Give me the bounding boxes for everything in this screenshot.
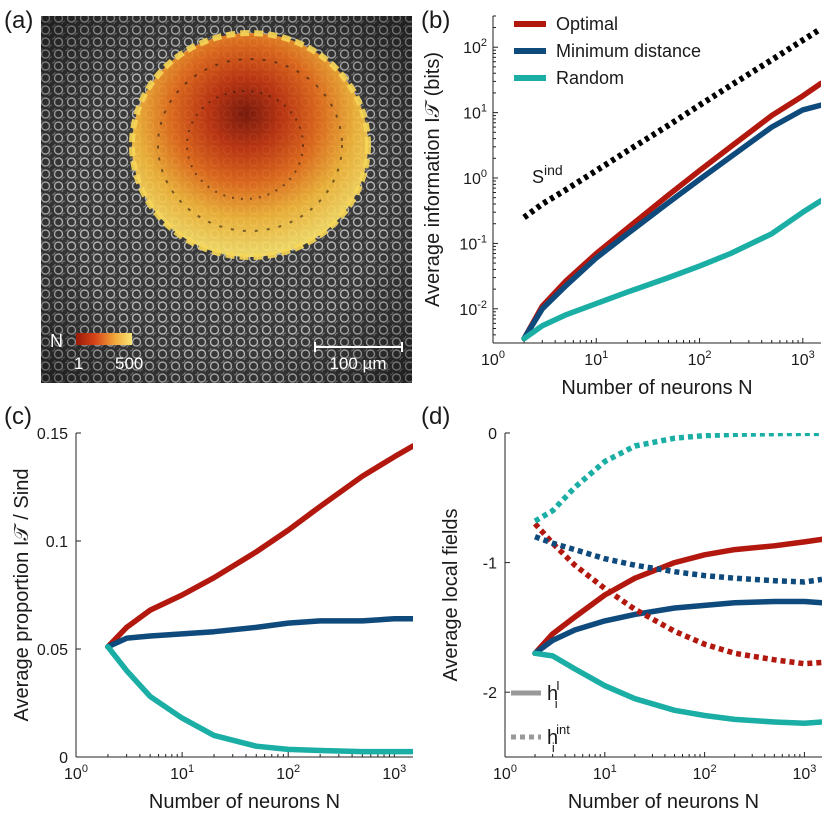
- x-tick-label: 103: [791, 349, 815, 369]
- panel-d-label: (d): [421, 403, 450, 430]
- y-tick-label: 0: [488, 426, 497, 443]
- y-axis-label: Average local fields: [440, 508, 462, 681]
- sind-annotation: Sind: [532, 162, 563, 187]
- legend-label-optimal: Optimal: [556, 14, 618, 34]
- legend-label-random: Random: [556, 68, 624, 88]
- colorbar: [76, 333, 132, 345]
- colorbar-min-label: 1: [74, 354, 83, 373]
- panel-b-label: (b): [421, 7, 450, 34]
- y-tick-label: 0: [59, 750, 68, 767]
- series-minimum-distance-hint-line: [534, 534, 822, 585]
- series-optimal-line: [105, 443, 413, 650]
- x-tick-label: 100: [481, 349, 505, 369]
- scale-bar-label: 100 µm: [329, 354, 386, 373]
- chart-c: 100 101 102 103 0 0.05 0.1 0.15 Number of neuron…: [11, 426, 413, 813]
- selected-neurons: [129, 30, 371, 260]
- x-axis-label: Number of neurons N: [561, 377, 752, 399]
- series-random-line: [521, 197, 821, 342]
- x-tick-label: 101: [584, 349, 608, 369]
- legend-d: hI i hint i: [511, 678, 570, 755]
- series-minimum-distance-line: [105, 616, 413, 650]
- y-tick-label: -2: [483, 685, 497, 702]
- series-optimal-line: [521, 80, 821, 342]
- series-minimum-distance-line: [521, 102, 821, 342]
- x-tick-label: 101: [170, 763, 194, 783]
- x-tick-label: 102: [693, 763, 717, 783]
- legend-label-min-distance: Minimum distance: [556, 41, 701, 61]
- series-optimal-hint-line: [532, 521, 822, 667]
- x-tick-label: 102: [276, 763, 300, 783]
- panel-c-label: (c): [4, 403, 32, 430]
- y-tick-label: 10-2: [459, 299, 487, 319]
- x-tick-label: 103: [382, 763, 406, 783]
- y-axis-label: Average proportion I𝒯 / Sind: [11, 469, 33, 722]
- legend-label-h-int: hint i: [547, 722, 570, 755]
- y-tick-label: 101: [463, 103, 487, 123]
- series-sind-line: [522, 26, 821, 220]
- chart-d: 100 101 102 103 -2 -1 0 Number of neurons N Aver…: [440, 426, 822, 813]
- series-random-hi-line: [532, 650, 822, 727]
- chart-b: 100 101 102 103 10-2 10-1 100 101 102 Number of n…: [422, 14, 821, 399]
- panel-a-label: (a): [4, 7, 33, 34]
- x-tick-label: 100: [493, 763, 517, 783]
- series-minimum-distance-hi-line: [532, 598, 822, 657]
- y-tick-label: 10-1: [459, 233, 487, 253]
- x-tick-label: 101: [593, 763, 617, 783]
- y-tick-label: 0.05: [37, 642, 68, 659]
- x-tick-label: 102: [688, 349, 712, 369]
- microscopy-image: N 1 500 100 µm: [41, 16, 412, 383]
- legend-b: Optimal Minimum distance Random: [514, 14, 701, 88]
- series-optimal-hi-line: [532, 536, 822, 657]
- y-tick-label: 0.15: [37, 426, 68, 443]
- y-tick-label: 100: [463, 168, 487, 188]
- y-tick-label: 102: [463, 37, 487, 57]
- x-axis-label: Number of neurons N: [149, 791, 340, 813]
- series-random-hint-line: [533, 433, 822, 524]
- colorbar-label: N: [50, 331, 63, 351]
- colorbar-max-label: 500: [115, 354, 143, 373]
- x-tick-label: 103: [792, 763, 816, 783]
- x-tick-label: 100: [64, 763, 88, 783]
- x-axis-label: Number of neurons N: [568, 791, 759, 813]
- y-tick-label: 0.1: [46, 534, 68, 551]
- y-tick-label: -1: [483, 556, 497, 573]
- y-axis-label: Average information I𝒯 (bits): [422, 52, 444, 307]
- legend-label-h-i: hI i: [547, 678, 560, 711]
- series-random-line: [105, 644, 413, 755]
